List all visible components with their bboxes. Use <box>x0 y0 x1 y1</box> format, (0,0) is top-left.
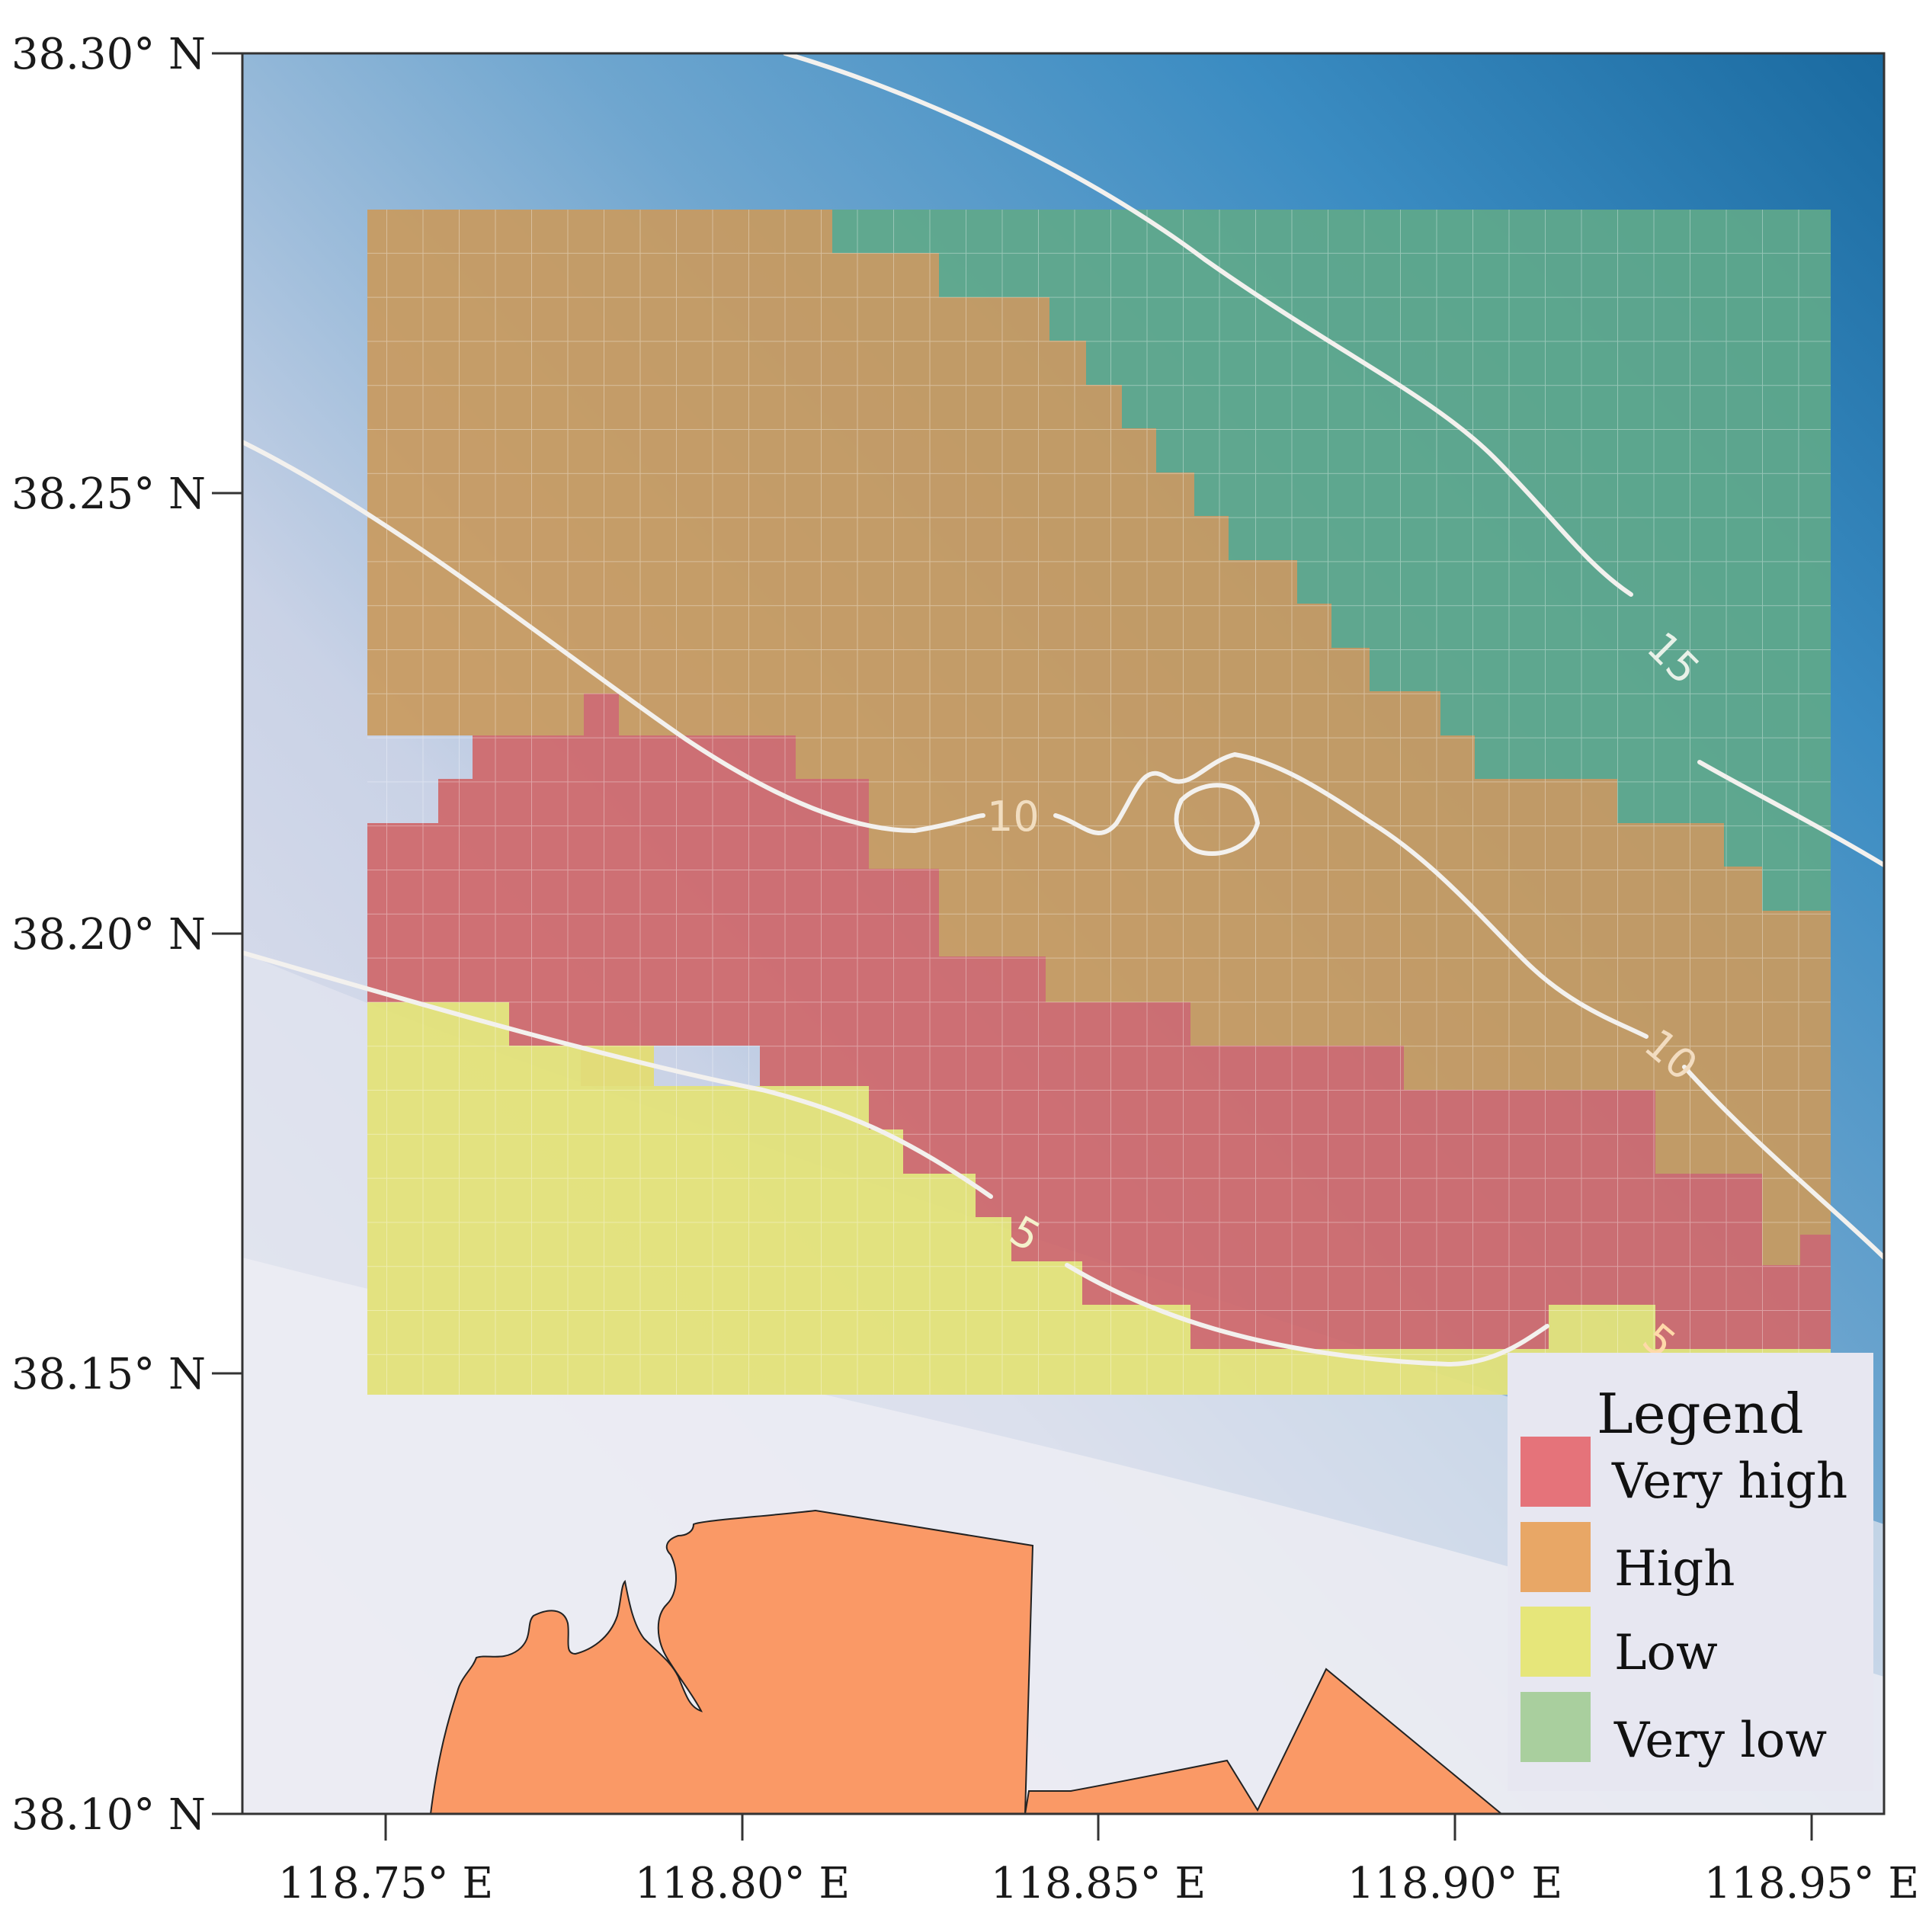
grid-lines <box>367 210 1831 1395</box>
lon-tick-label: 118.90° E <box>1347 1859 1563 1908</box>
contour-line <box>1682 1065 1884 1260</box>
contour-loop <box>1174 783 1261 856</box>
lat-tick-label: 38.30° N <box>11 30 206 79</box>
suitability-grid <box>367 210 1831 1395</box>
land-area <box>429 1509 1034 1815</box>
lon-tick-label: 118.95° E <box>1704 1859 1920 1908</box>
land-area <box>1024 1668 1504 1815</box>
lon-tick-label: 118.80° E <box>635 1859 851 1908</box>
depth-contours <box>242 53 1884 1367</box>
legend-label-very-high: Very high <box>1611 1453 1847 1510</box>
longitude-axis: 118.75° E 118.80° E 118.85° E 118.90° E … <box>278 1814 1920 1908</box>
contour-label: 10 <box>987 793 1040 841</box>
lon-tick-label: 118.85° E <box>991 1859 1206 1908</box>
legend-swatch-very-low <box>1520 1692 1591 1762</box>
contour-line <box>1053 751 1649 1039</box>
lat-tick-label: 38.10° N <box>11 1790 206 1840</box>
legend-label-very-low: Very low <box>1613 1713 1827 1769</box>
contour-line <box>1065 1263 1549 1367</box>
contour-line <box>242 440 985 834</box>
legend-label-low: Low <box>1614 1625 1718 1681</box>
legend-title: Legend <box>1597 1382 1804 1446</box>
legend-swatch-high <box>1520 1522 1591 1592</box>
legend-label-high: High <box>1614 1541 1735 1597</box>
lat-tick-label: 38.25° N <box>11 469 206 519</box>
legend-swatch-low <box>1520 1607 1591 1677</box>
lat-tick-label: 38.20° N <box>11 910 206 960</box>
lat-tick-label: 38.15° N <box>11 1350 206 1399</box>
latitude-axis: 38.30° N 38.25° N 38.20° N 38.15° N 38.1… <box>11 30 242 1840</box>
contour-line <box>783 53 1633 597</box>
legend: Legend Very high High Low Very low <box>1508 1353 1873 1791</box>
contour-line <box>1697 760 1884 867</box>
contour-line <box>242 950 993 1199</box>
lon-tick-label: 118.75° E <box>278 1859 494 1908</box>
legend-swatch-very-high <box>1520 1437 1591 1507</box>
